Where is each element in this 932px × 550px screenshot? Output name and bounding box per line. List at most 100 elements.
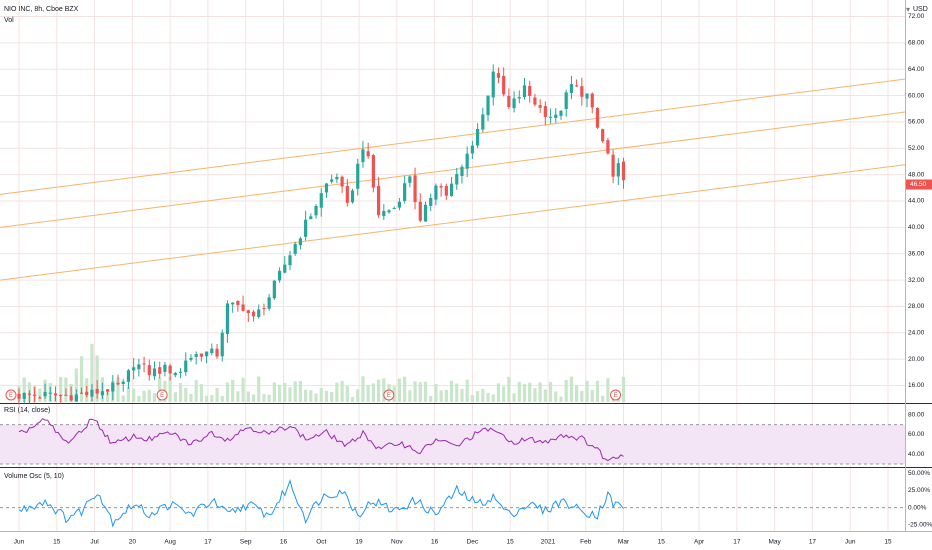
- trendline[interactable]: [0, 78, 906, 195]
- time-tick-label: Nov: [391, 539, 403, 546]
- candle: [199, 353, 203, 357]
- price-candles: [17, 64, 626, 405]
- trendline[interactable]: [0, 164, 906, 281]
- volume-bar: [470, 395, 474, 402]
- rsi-tick-label: 40.00: [908, 451, 925, 458]
- osc-tick-label: -25.00%: [908, 522, 932, 529]
- candle: [496, 73, 501, 78]
- volume-bar: [350, 396, 355, 402]
- candle: [580, 86, 584, 97]
- candle: [418, 201, 422, 221]
- volume-bar: [502, 386, 506, 402]
- volume-bar: [345, 385, 349, 402]
- candle: [251, 311, 256, 317]
- candle: [116, 382, 120, 385]
- price-tick-label: 28.00: [908, 303, 925, 310]
- candle: [126, 370, 131, 382]
- volume-osc-label[interactable]: Volume Osc (5, 10): [4, 473, 64, 480]
- earnings-marker[interactable]: [156, 389, 168, 401]
- time-tick-label: Dec: [467, 539, 479, 546]
- volume-bar: [215, 387, 219, 402]
- trendline[interactable]: [0, 111, 906, 228]
- volume-bar: [569, 376, 574, 402]
- candle: [59, 394, 63, 396]
- volume-bar: [496, 383, 501, 402]
- candle: [17, 393, 21, 399]
- volume-bar: [366, 385, 370, 402]
- candle: [304, 219, 308, 237]
- time-tick-label: Jul: [90, 539, 99, 546]
- volume-bar: [408, 390, 412, 402]
- earnings-marker[interactable]: [610, 389, 622, 401]
- price-tick-label: 60.00: [908, 92, 925, 99]
- earnings-marker[interactable]: [383, 389, 395, 401]
- time-tick-label: Aug: [164, 539, 176, 546]
- time-tick-label: 2021: [541, 539, 556, 546]
- volume-bar: [272, 382, 276, 402]
- volume-bar: [429, 396, 433, 402]
- volume-bar: [455, 383, 459, 402]
- candle: [147, 365, 151, 376]
- candle: [481, 114, 485, 130]
- candle: [100, 391, 104, 396]
- volume-bar: [533, 388, 537, 402]
- candle: [392, 207, 396, 209]
- candle: [559, 110, 563, 116]
- volume-bar: [481, 388, 485, 402]
- candle: [522, 85, 527, 98]
- volume-bar: [283, 383, 287, 402]
- volume-bar: [147, 389, 151, 402]
- volume-bar: [168, 376, 172, 402]
- volume-bar: [601, 395, 605, 402]
- volume-bar: [522, 383, 527, 402]
- candle: [272, 280, 276, 299]
- candle: [382, 210, 386, 216]
- volume-bar: [423, 381, 428, 402]
- candle: [27, 393, 32, 395]
- candle: [413, 175, 417, 203]
- candle: [449, 183, 454, 197]
- chevron-down-icon[interactable]: ▾: [906, 5, 911, 14]
- candle: [85, 391, 89, 396]
- time-tick-label: 15: [884, 539, 892, 546]
- volume-bar: [262, 394, 266, 402]
- candle: [173, 372, 177, 376]
- candle: [220, 332, 224, 357]
- time-tick-label: 20: [129, 539, 137, 546]
- trendlines[interactable]: [0, 78, 906, 281]
- candle: [158, 367, 162, 374]
- candle: [111, 382, 115, 392]
- volume-bar: [126, 386, 131, 402]
- volume-bar: [538, 382, 542, 402]
- volume-bar: [152, 393, 157, 402]
- candle: [163, 364, 167, 372]
- candle: [324, 183, 329, 193]
- candle: [225, 303, 230, 334]
- rsi-label[interactable]: RSI (14, close): [4, 407, 51, 414]
- volume-bar: [460, 388, 464, 402]
- candle: [387, 210, 391, 213]
- volume-bar: [340, 380, 344, 402]
- volume-bar: [210, 395, 214, 402]
- candle: [376, 185, 381, 216]
- time-tick-label: 19: [355, 539, 363, 546]
- candle: [33, 394, 37, 396]
- candle: [554, 114, 558, 118]
- currency-label[interactable]: USD: [913, 6, 928, 13]
- candle: [257, 309, 261, 317]
- candle: [277, 270, 282, 281]
- volume-bar: [606, 378, 610, 402]
- volume-label[interactable]: Vol: [4, 17, 14, 24]
- earnings-marker[interactable]: [5, 389, 17, 401]
- symbol-title[interactable]: NIO INC, 8h, Cboe BZX: [4, 6, 79, 13]
- candle: [330, 179, 334, 182]
- candle: [595, 107, 600, 128]
- candle: [105, 389, 110, 392]
- volume-bar: [158, 377, 162, 402]
- volume-bar: [356, 389, 360, 402]
- volume-bar: [575, 385, 579, 402]
- time-tick-label: 17: [809, 539, 817, 546]
- volume-bar: [231, 379, 235, 402]
